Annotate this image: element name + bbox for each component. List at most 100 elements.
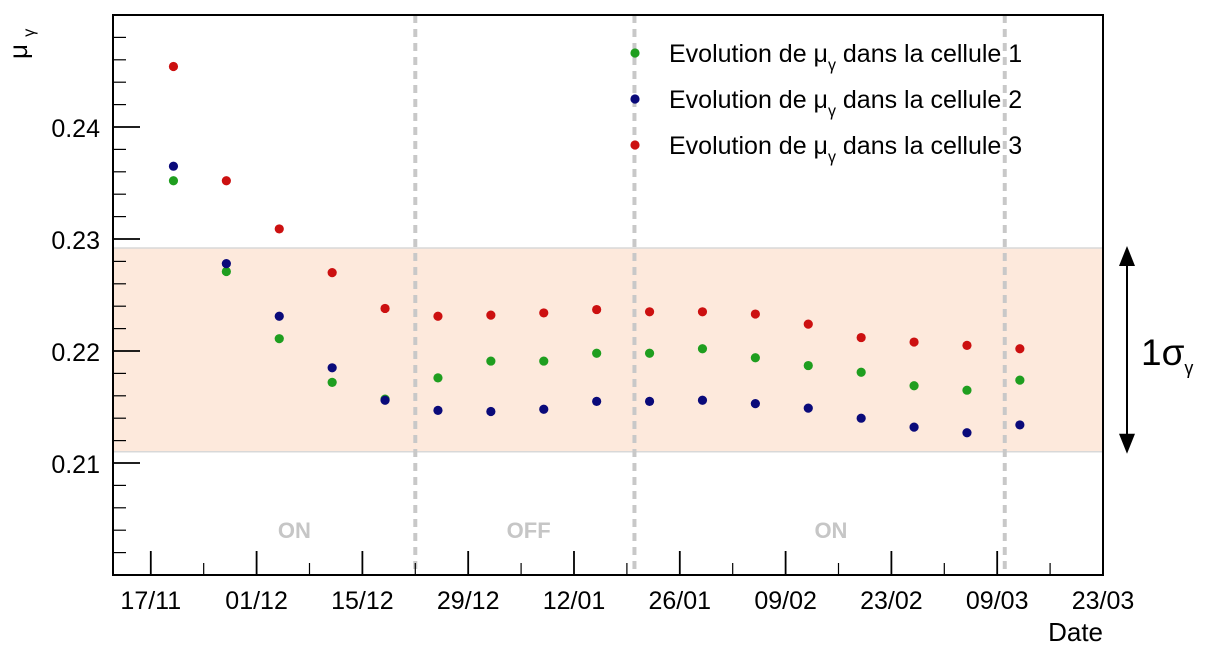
series-2-point-9 <box>592 396 602 406</box>
series-1-point-9 <box>592 348 602 358</box>
x-tick-label-8: 23/02 <box>860 587 923 615</box>
data-points-layer <box>168 61 1025 438</box>
series-2-point-17 <box>1015 420 1025 430</box>
x-axis-label: Date <box>1048 617 1103 647</box>
series-2-point-14 <box>856 413 866 423</box>
series-2-point-6 <box>433 405 443 415</box>
series-3-point-5 <box>380 303 390 314</box>
y-axis-label: μ γ <box>3 29 38 59</box>
series-1-point-3 <box>274 334 284 344</box>
plot-frame <box>112 14 1104 576</box>
legend-label-subscript-2: γ <box>828 103 836 120</box>
series-3-point-16 <box>962 340 972 350</box>
legend-label-prefix-3: Evolution de <box>669 132 814 160</box>
series-3-point-13 <box>803 319 813 329</box>
series-1-point-17 <box>1015 375 1025 385</box>
x-tick-label-6: 26/01 <box>649 587 712 615</box>
series-3-point-8 <box>539 308 549 318</box>
legend-label-2: Evolution de μγ dans la cellule 2 <box>669 86 1022 120</box>
series-2-point-13 <box>803 403 813 413</box>
y-tick-label-4: 0.24 <box>51 115 100 143</box>
y-axis-label-symbol: μ <box>3 44 33 59</box>
legend-label-symbol-2: μ <box>814 86 828 114</box>
series-3-point-11 <box>697 307 708 317</box>
y-tick-label-1: 0.21 <box>51 451 100 479</box>
series-3-point-3 <box>274 224 284 234</box>
x-tick-label-2: 01/12 <box>225 587 288 615</box>
series-3-point-15 <box>909 337 919 347</box>
series-1-point-1 <box>168 176 179 186</box>
y-tick-label-3: 0.23 <box>51 227 100 255</box>
legend-label-subscript-1: γ <box>828 57 836 74</box>
x-tick-label-3: 15/12 <box>331 587 394 615</box>
legend-label-1: Evolution de μγ dans la cellule 1 <box>669 40 1022 74</box>
series-1-point-7 <box>486 356 496 366</box>
sigma-label-symbol: σ <box>1162 332 1185 373</box>
series-2-point-7 <box>486 406 496 417</box>
x-tick-label-7: 09/02 <box>754 587 817 615</box>
legend-label-symbol-3: μ <box>814 132 828 160</box>
y-axis-label-subscript: γ <box>21 29 38 37</box>
series-3-point-4 <box>327 268 337 278</box>
series-1-point-14 <box>856 367 866 377</box>
sigma-arrow-up-head <box>1119 245 1135 266</box>
series-3-point-17 <box>1015 344 1025 354</box>
series-2-point-2 <box>221 259 231 269</box>
sigma-band <box>113 247 1103 452</box>
series-2-point-1 <box>168 161 179 171</box>
legend-marker-3 <box>630 140 640 150</box>
series-1-point-13 <box>803 360 813 371</box>
legend-label-prefix-2: Evolution de <box>669 86 814 114</box>
sigma-annotation-layer: 1σγ <box>1119 245 1193 454</box>
series-3-point-12 <box>750 309 760 319</box>
legend-layer: Evolution de μγ dans la cellule 1Evoluti… <box>630 40 1022 166</box>
x-tick-label-9: 09/03 <box>966 587 1029 615</box>
legend-label-symbol-1: μ <box>814 40 828 68</box>
series-2-point-3 <box>274 311 284 321</box>
series-1-point-15 <box>909 381 919 391</box>
series-1-point-11 <box>697 344 708 354</box>
series-3-point-10 <box>644 307 655 317</box>
series-2-point-11 <box>697 395 708 405</box>
legend-label-suffix-3: dans la cellule 3 <box>836 132 1022 160</box>
legend-label-3: Evolution de μγ dans la cellule 3 <box>669 132 1022 166</box>
series-3-point-2 <box>221 176 231 186</box>
series-1-point-10 <box>644 348 655 358</box>
series-2-point-15 <box>909 422 919 432</box>
series-2-point-8 <box>539 404 549 414</box>
legend-label-suffix-2: dans la cellule 2 <box>836 86 1022 114</box>
legend-label-prefix-1: Evolution de <box>669 40 814 68</box>
series-3-point-14 <box>856 332 866 343</box>
period-label-1: ON <box>278 518 311 543</box>
series-1-point-16 <box>962 385 972 395</box>
period-label-3: ON <box>814 518 847 543</box>
sigma-label: 1σγ <box>1141 332 1193 378</box>
legend-label-subscript-3: γ <box>828 149 836 166</box>
series-3-point-7 <box>486 310 496 320</box>
series-2-point-16 <box>962 428 972 438</box>
sigma-band-layer <box>113 247 1103 453</box>
series-1-point-12 <box>750 353 760 363</box>
x-tick-label-5: 12/01 <box>543 587 606 615</box>
series-1-point-8 <box>539 356 549 366</box>
legend-marker-2 <box>630 94 640 104</box>
series-2-point-10 <box>644 396 655 406</box>
series-3-point-1 <box>168 61 179 72</box>
x-tick-label-4: 29/12 <box>437 587 500 615</box>
series-3-point-6 <box>433 311 443 321</box>
period-divider-layer <box>413 15 1007 575</box>
legend-label-suffix-1: dans la cellule 1 <box>836 40 1022 68</box>
series-1-point-2 <box>221 266 231 277</box>
sigma-arrow-down-head <box>1119 433 1135 454</box>
period-label-layer: ON OFF ON <box>278 518 848 543</box>
axes-layer: 0.21 0.22 0.23 0.24 17/11 01/12 15/12 29/12 12/0… <box>51 14 1135 615</box>
series-2-point-4 <box>327 363 337 373</box>
x-tick-label-10: 23/03 <box>1072 587 1135 615</box>
x-tick-label-1: 17/11 <box>120 587 181 615</box>
series-1-point-6 <box>433 373 443 383</box>
sigma-label-number: 1 <box>1141 332 1162 373</box>
series-1-point-4 <box>327 377 337 387</box>
sigma-label-subscript: γ <box>1184 358 1193 378</box>
